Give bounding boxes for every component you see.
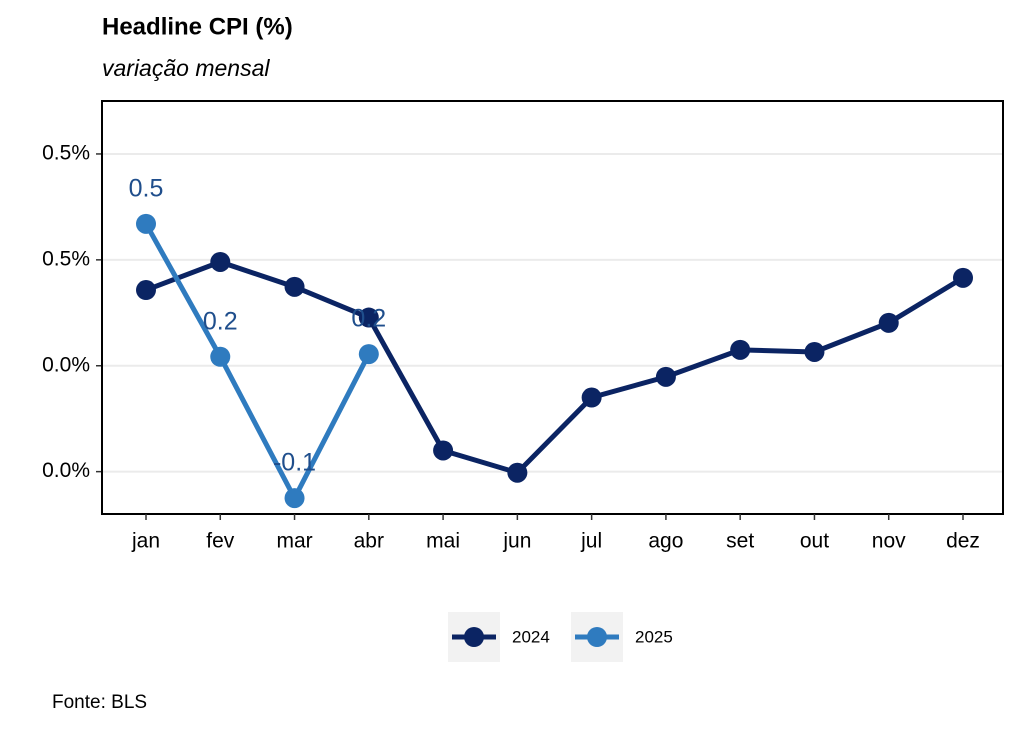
point bbox=[136, 213, 156, 234]
point bbox=[878, 312, 899, 333]
legend-label: 2025 bbox=[635, 627, 673, 646]
y-tick-label: 0.5% bbox=[42, 141, 90, 164]
y-tick-label: 0.5% bbox=[42, 247, 90, 270]
series-line bbox=[143, 222, 372, 504]
x-tick-label: ago bbox=[648, 530, 683, 553]
x-tick-label: mai bbox=[426, 530, 460, 553]
x-tick-label: jul bbox=[580, 530, 602, 553]
data-label: -0.1 bbox=[273, 449, 316, 477]
legend-label: 2024 bbox=[512, 627, 550, 646]
x-tick-label: jan bbox=[131, 530, 160, 553]
data-label: 0.5 bbox=[129, 174, 164, 202]
x-tick-label: dez bbox=[946, 530, 980, 553]
series-line bbox=[145, 259, 965, 476]
x-tick-label: mar bbox=[276, 530, 312, 553]
data-label: 0.2 bbox=[351, 305, 386, 333]
point bbox=[730, 339, 751, 360]
legend-key-point bbox=[464, 627, 484, 647]
point bbox=[953, 267, 973, 288]
point bbox=[284, 488, 305, 509]
x-tick-label: abr bbox=[354, 530, 384, 553]
point bbox=[284, 276, 305, 297]
point bbox=[136, 280, 156, 301]
point bbox=[804, 341, 825, 362]
point bbox=[358, 307, 379, 328]
legend-key-point bbox=[587, 627, 607, 647]
point bbox=[358, 344, 379, 365]
x-tick-label: fev bbox=[206, 530, 235, 553]
y-tick-label: 0.0% bbox=[42, 459, 90, 482]
x-tick-label: nov bbox=[872, 530, 906, 553]
x-tick-label: set bbox=[726, 530, 754, 553]
point bbox=[655, 366, 676, 387]
point bbox=[433, 440, 454, 461]
data-label: 0.2 bbox=[203, 307, 238, 335]
point bbox=[581, 387, 602, 408]
x-tick-label: jun bbox=[502, 530, 531, 553]
point bbox=[210, 251, 231, 272]
plot-border bbox=[101, 100, 1004, 515]
point bbox=[210, 346, 231, 367]
chart-title: Headline CPI (%) bbox=[102, 13, 293, 40]
source: Fonte: BLS bbox=[52, 692, 147, 713]
chart-subtitle: variação mensal bbox=[102, 55, 270, 81]
x-tick-label: out bbox=[800, 530, 829, 553]
y-tick-label: 0.0% bbox=[42, 353, 90, 376]
point bbox=[507, 462, 528, 483]
